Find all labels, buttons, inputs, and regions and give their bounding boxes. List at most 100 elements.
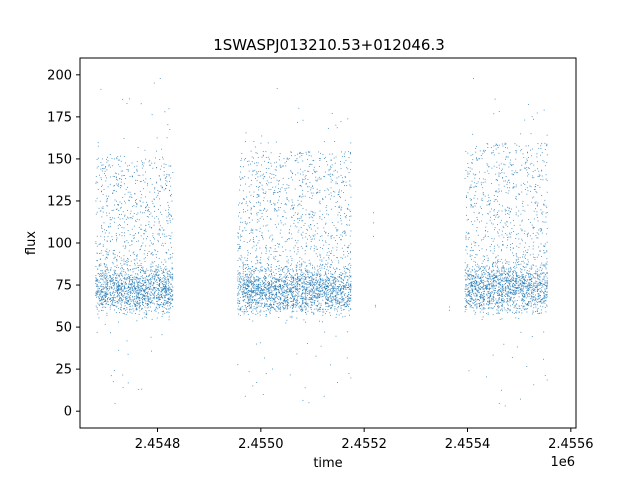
data-point (291, 199, 293, 201)
data-point (108, 165, 110, 167)
data-point (162, 271, 164, 273)
data-point (136, 255, 138, 257)
data-point (170, 185, 172, 187)
data-point (239, 308, 241, 310)
data-point (257, 176, 259, 178)
data-point (113, 292, 115, 294)
data-point (242, 296, 244, 298)
data-point (248, 286, 250, 288)
data-point (150, 263, 152, 265)
data-point (106, 276, 107, 278)
data-point (106, 312, 108, 314)
data-point (256, 300, 258, 302)
data-point (165, 180, 167, 181)
data-point (269, 176, 271, 178)
data-point (338, 260, 340, 262)
data-point (137, 174, 139, 176)
data-point (137, 265, 139, 267)
data-point (142, 302, 143, 304)
data-point (283, 300, 285, 302)
data-point (293, 214, 295, 216)
data-point (336, 297, 338, 299)
data-point (276, 302, 278, 304)
data-point (155, 269, 157, 271)
chart-title: 1SWASPJ013210.53+012046.3 (213, 36, 445, 54)
data-point (120, 187, 121, 189)
data-point (125, 314, 127, 315)
data-point (98, 304, 100, 306)
data-point (151, 253, 152, 255)
data-point (120, 283, 122, 285)
data-point (162, 229, 164, 231)
data-point (171, 296, 172, 298)
data-point (138, 303, 140, 305)
data-point (259, 217, 261, 219)
data-point (272, 286, 274, 287)
data-point (156, 196, 158, 198)
data-point (136, 283, 138, 285)
data-point (141, 167, 143, 169)
data-point (122, 218, 124, 220)
data-point (116, 284, 118, 286)
data-point (316, 180, 318, 182)
data-point (136, 202, 138, 204)
data-point (99, 210, 101, 212)
data-point (300, 233, 302, 235)
data-point (252, 270, 254, 272)
data-point (265, 246, 267, 248)
data-point (345, 275, 347, 277)
data-point (172, 306, 174, 307)
data-point (247, 284, 249, 286)
data-point (105, 301, 107, 302)
data-point (109, 240, 111, 242)
data-point (261, 232, 263, 234)
data-point (142, 283, 144, 285)
data-point (256, 256, 258, 258)
data-point (150, 269, 152, 271)
data-point (255, 178, 257, 179)
data-point (322, 289, 323, 291)
data-point (280, 188, 282, 190)
data-point (123, 313, 125, 315)
data-point (98, 280, 100, 282)
data-point (291, 307, 293, 309)
data-point (165, 278, 167, 280)
data-point (296, 226, 298, 228)
data-point (266, 262, 268, 264)
data-point (288, 280, 290, 281)
data-point (136, 180, 138, 181)
data-point (288, 284, 290, 286)
data-point (140, 290, 141, 292)
data-point (126, 240, 128, 241)
data-point (245, 311, 247, 313)
data-point (256, 162, 257, 164)
data-point (164, 304, 166, 306)
data-point (304, 283, 306, 284)
data-point (122, 290, 124, 292)
data-point (99, 288, 100, 290)
data-point (112, 297, 114, 299)
data-point (147, 293, 148, 295)
data-point (129, 234, 131, 236)
data-point (262, 292, 264, 294)
data-point (238, 291, 240, 293)
data-point (327, 292, 329, 294)
data-point (341, 177, 343, 179)
data-point (276, 87, 278, 89)
data-point (282, 302, 283, 304)
data-point (319, 307, 321, 309)
data-point (318, 239, 320, 241)
data-point (161, 148, 163, 150)
data-point (300, 263, 302, 265)
data-point (122, 275, 124, 277)
data-point (250, 253, 251, 255)
data-point (136, 213, 138, 215)
data-point (150, 278, 151, 280)
data-point (150, 266, 152, 267)
data-point (318, 293, 320, 295)
data-point (313, 291, 315, 293)
data-point (344, 302, 346, 304)
data-point (112, 280, 114, 282)
data-point (120, 225, 121, 226)
data-point (158, 286, 160, 288)
